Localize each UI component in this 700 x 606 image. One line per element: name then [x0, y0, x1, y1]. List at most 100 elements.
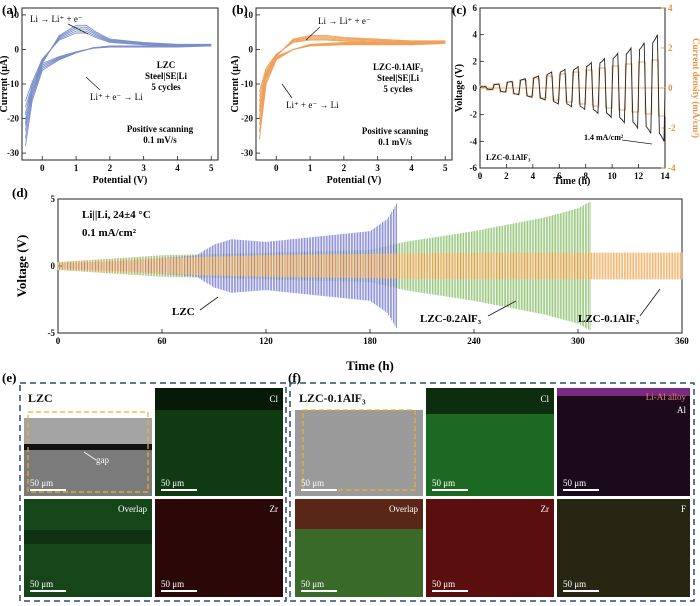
- panel-b-cycles: 5 cycles: [383, 84, 413, 94]
- panel-b-frame: [255, 7, 453, 161]
- panel-c-xlabel: Time (h): [554, 176, 591, 187]
- b-ytick-label: 0: [249, 44, 254, 54]
- c-xtick-label: 10: [608, 171, 618, 181]
- d-xtick-label: 180: [363, 336, 377, 346]
- d-ytick-label: -5: [48, 328, 56, 338]
- panel-f-al-scale: 50 μm: [563, 478, 586, 488]
- c-ytick-label: 0: [473, 83, 478, 93]
- c-xtick-label: 4: [531, 171, 536, 181]
- panel-f-zr-label: Zr: [541, 504, 550, 514]
- c-voltage-cycle: [479, 86, 494, 90]
- panel-b-reduction-annotation: Li⁺ + e⁻ → Li: [286, 100, 339, 110]
- a-xtick-label: 2: [108, 163, 113, 173]
- panel-b-rate: 0.1 mV/s: [378, 137, 412, 147]
- d-xtick-label: 240: [467, 336, 481, 346]
- b-anodic-sweep-4: [258, 38, 446, 97]
- a-ytick-label: 10: [10, 10, 20, 20]
- panel-d-arrow-lzc: [199, 296, 219, 311]
- panel-d-arrow-01: [639, 288, 661, 317]
- a-xtick-label: 5: [209, 163, 214, 173]
- c-current-step-negative: [486, 87, 494, 91]
- c-voltage-cycle: [598, 57, 613, 119]
- panel-f-sem-top: [295, 388, 423, 410]
- panel-c-label: (c): [452, 2, 466, 17]
- panel-e-zr-map: [155, 499, 283, 597]
- panel-b-red-arrow: [281, 83, 293, 99]
- panel-f-zr-scale: 50 μm: [432, 579, 455, 589]
- panel-e-overlap-band: [24, 530, 152, 544]
- panel-c-sample: LZC-0.1AlF₃: [486, 153, 531, 162]
- panel-e-label: (e): [2, 370, 16, 385]
- panel-a-label: (a): [2, 2, 17, 17]
- c-current-step-positive: [479, 85, 488, 89]
- panel-a-frame: [21, 7, 219, 161]
- b-xtick-label: 4: [409, 163, 414, 173]
- b-xtick-label: 1: [308, 163, 313, 173]
- b-ytick-label: 10: [244, 10, 254, 20]
- panel-e-overlap-label: Overlap: [118, 504, 147, 514]
- a-anodic-sweep-5: [24, 32, 212, 102]
- panel-f-al-map: [557, 388, 690, 496]
- panel-e-cl-dark: [155, 388, 283, 410]
- d-ytick-label: 5: [51, 194, 56, 204]
- c-xtick-label: 2: [504, 171, 509, 181]
- panel-b-scan: Positive scanning: [362, 126, 429, 136]
- b-cathodic-sweep-5: [258, 43, 446, 111]
- panel-a-ylabel: Current (μA): [0, 56, 10, 113]
- c-right-ytick-label: 2: [668, 43, 673, 53]
- panel-e-gap-label: gap: [96, 455, 109, 465]
- panel-b: (b) 0 1 2 3 4 5 10 0 -10 -20 -30 Li → Li⁺ + e⁻ Li…: [230, 2, 453, 186]
- panel-e: (e) LZC gap 50 μm Cl 50 μm Overlap 50 μm…: [2, 370, 287, 602]
- c-current-step-negative: [657, 87, 666, 117]
- panel-d-xlabel: Time (h): [346, 358, 394, 373]
- panel-b-cv-curves: [258, 35, 446, 140]
- c-right-ytick-label: 4: [668, 3, 673, 13]
- panel-a-cycles: 5 cycles: [151, 82, 181, 92]
- c-xtick-label: 12: [634, 171, 644, 181]
- panel-e-sem-roi: [27, 411, 149, 493]
- panel-a-red-arrow: [85, 76, 101, 91]
- panel-e-overlap-map: [24, 499, 152, 597]
- c-voltage-cycle: [585, 61, 600, 115]
- panel-b-label: (b): [232, 2, 248, 17]
- c-voltage-cycle: [505, 80, 521, 96]
- panel-e-zr-scale: 50 μm: [161, 579, 184, 589]
- c-ytick-label: 4: [473, 30, 478, 40]
- a-ytick-label: -30: [7, 148, 19, 158]
- b-ytick-label: -30: [241, 148, 253, 158]
- c-current-step-positive: [651, 59, 659, 89]
- c-voltage-cycle: [572, 65, 587, 111]
- panel-c-voltage-trace: [479, 34, 666, 142]
- c-ytick-label: 2: [473, 56, 478, 66]
- a-cathodic-sweep-5: [24, 45, 212, 116]
- c-voltage-cycle: [651, 34, 666, 142]
- panel-d-legend-02: LZC-0.2AlF₃: [420, 313, 482, 325]
- b-anodic-sweep-5: [258, 39, 446, 92]
- panel-e-sem-gap: [24, 444, 152, 450]
- panel-a: (a) 0 1 2 3 4 5 10 0 -10 -20 -30 Li → Li⁺ + e⁻ Li…: [0, 2, 219, 186]
- a-ytick-label: -10: [7, 79, 19, 89]
- a-ytick-label: -20: [7, 114, 19, 124]
- panel-b-oxidation-annotation: Li → Li⁺ + e⁻: [318, 16, 371, 26]
- panel-c: (c) 0 2 4 6 8 10 12 14 6 4 2 0 -2 -4 -6 4 2 0 -2 -4 1.4 m…: [452, 2, 700, 187]
- panel-e-sem-lithium: [24, 450, 152, 496]
- a-xtick-label: 0: [40, 163, 45, 173]
- d-ytick-label: 0: [51, 261, 56, 271]
- a-cathodic-sweep-4: [24, 45, 212, 124]
- c-xtick-label: 6: [557, 171, 562, 181]
- panel-e-sem-electrolyte: [24, 418, 152, 444]
- c-ytick-label: -4: [470, 136, 478, 146]
- panel-f-zr-map: [426, 499, 554, 597]
- panel-e-frame: [19, 382, 287, 602]
- c-voltage-cycle: [638, 42, 653, 134]
- panel-c-ylabel-left: Voltage (V): [454, 64, 465, 112]
- panel-d-arrow-02: [487, 300, 517, 317]
- panel-c-ylabel-right: Current density (mA/cm²): [691, 38, 700, 138]
- panel-f-cl-scale: 50 μm: [432, 478, 455, 488]
- panel-e-scale: 50 μm: [30, 478, 53, 488]
- panel-a-ox-arrow: [67, 23, 89, 35]
- panel-f-al-label: Al: [677, 405, 686, 415]
- b-ytick-label: -10: [241, 79, 253, 89]
- c-xtick-label: 14: [661, 171, 671, 181]
